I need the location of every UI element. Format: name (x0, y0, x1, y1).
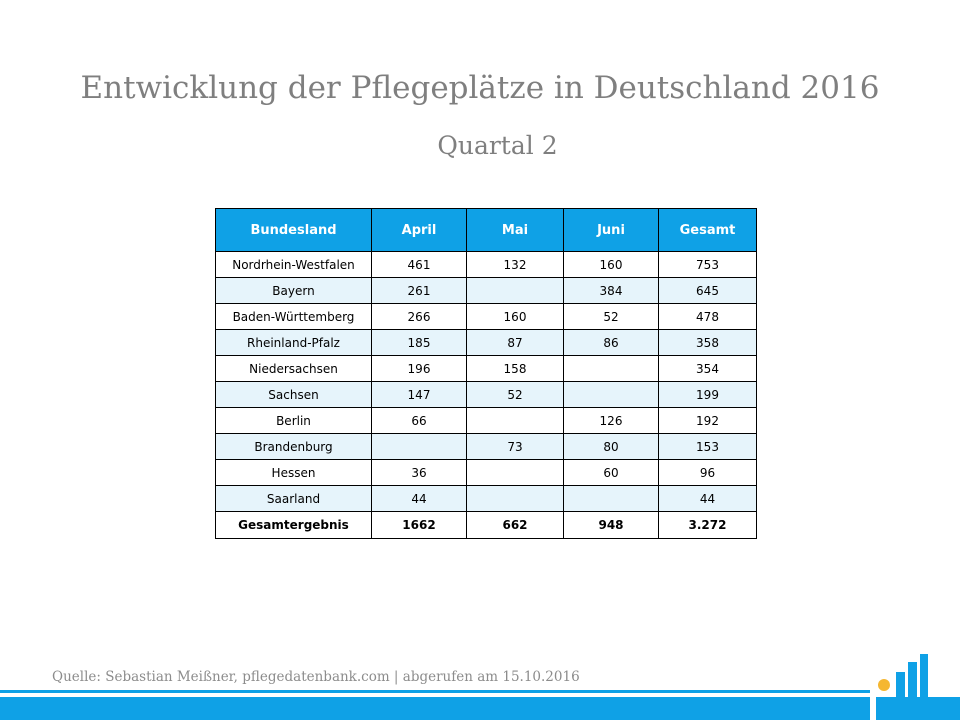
cell-mai: 158 (466, 355, 564, 382)
table-row: Sachsen 147 52 199 (215, 381, 757, 408)
cell-bundesland: Hessen (215, 459, 372, 486)
total-mai: 662 (466, 511, 564, 539)
cell-gesamt: 96 (658, 459, 757, 486)
header-bundesland: Bundesland (215, 208, 372, 252)
total-row: Gesamtergebnis 1662 662 948 3.272 (215, 511, 757, 539)
table-row: Berlin 66 126 192 (215, 407, 757, 434)
table-row: Saarland 44 44 (215, 485, 757, 512)
cell-mai (466, 277, 564, 304)
header-gesamt: Gesamt (658, 208, 757, 252)
cell-april: 196 (371, 355, 467, 382)
total-gesamt: 3.272 (658, 511, 757, 539)
cell-gesamt: 358 (658, 329, 757, 356)
cell-mai: 73 (466, 433, 564, 460)
cell-april: 461 (371, 251, 467, 278)
table-header-row: Bundesland April Mai Juni Gesamt (215, 208, 757, 252)
header-mai: Mai (466, 208, 564, 252)
table-row: Hessen 36 60 96 (215, 459, 757, 486)
total-label: Gesamtergebnis (215, 511, 372, 539)
cell-mai: 87 (466, 329, 564, 356)
cell-juni: 86 (563, 329, 659, 356)
cell-gesamt: 354 (658, 355, 757, 382)
cell-gesamt: 753 (658, 251, 757, 278)
table-row: Nordrhein-Westfalen 461 132 160 753 (215, 251, 757, 278)
table-row: Brandenburg 73 80 153 (215, 433, 757, 460)
cell-april: 185 (371, 329, 467, 356)
cell-bundesland: Bayern (215, 277, 372, 304)
cell-juni (563, 485, 659, 512)
cell-juni: 52 (563, 303, 659, 330)
cell-april (371, 433, 467, 460)
cell-april: 266 (371, 303, 467, 330)
cell-bundesland: Baden-Württemberg (215, 303, 372, 330)
cell-bundesland: Saarland (215, 485, 372, 512)
cell-juni: 60 (563, 459, 659, 486)
cell-mai (466, 485, 564, 512)
cell-mai (466, 459, 564, 486)
cell-juni: 384 (563, 277, 659, 304)
cell-gesamt: 645 (658, 277, 757, 304)
bar-logo-icon (870, 654, 928, 720)
data-table: Bundesland April Mai Juni Gesamt Nordrhe… (215, 208, 757, 539)
cell-juni: 160 (563, 251, 659, 278)
cell-bundesland: Sachsen (215, 381, 372, 408)
table-row: Baden-Württemberg 266 160 52 478 (215, 303, 757, 330)
table-row: Rheinland-Pfalz 185 87 86 358 (215, 329, 757, 356)
cell-gesamt: 44 (658, 485, 757, 512)
cell-bundesland: Berlin (215, 407, 372, 434)
table-row: Bayern 261 384 645 (215, 277, 757, 304)
cell-bundesland: Brandenburg (215, 433, 372, 460)
cell-juni: 126 (563, 407, 659, 434)
cell-april: 44 (371, 485, 467, 512)
cell-gesamt: 199 (658, 381, 757, 408)
cell-gesamt: 192 (658, 407, 757, 434)
cell-mai (466, 407, 564, 434)
cell-juni (563, 355, 659, 382)
footer-rule (0, 690, 895, 693)
cell-april: 261 (371, 277, 467, 304)
cell-juni: 80 (563, 433, 659, 460)
cell-mai: 160 (466, 303, 564, 330)
header-april: April (371, 208, 467, 252)
cell-gesamt: 153 (658, 433, 757, 460)
page-subtitle: Quartal 2 (437, 131, 558, 160)
header-juni: Juni (563, 208, 659, 252)
cell-gesamt: 478 (658, 303, 757, 330)
cell-april: 66 (371, 407, 467, 434)
cell-bundesland: Nordrhein-Westfalen (215, 251, 372, 278)
cell-mai: 52 (466, 381, 564, 408)
page-title: Entwicklung der Pflegeplätze in Deutschl… (80, 70, 880, 106)
cell-bundesland: Niedersachsen (215, 355, 372, 382)
cell-bundesland: Rheinland-Pfalz (215, 329, 372, 356)
total-juni: 948 (563, 511, 659, 539)
cell-april: 36 (371, 459, 467, 486)
total-april: 1662 (371, 511, 467, 539)
footer-band (0, 697, 960, 720)
cell-mai: 132 (466, 251, 564, 278)
table-row: Niedersachsen 196 158 354 (215, 355, 757, 382)
cell-juni (563, 381, 659, 408)
cell-april: 147 (371, 381, 467, 408)
source-note: Quelle: Sebastian Meißner, pflegedatenba… (52, 669, 580, 685)
